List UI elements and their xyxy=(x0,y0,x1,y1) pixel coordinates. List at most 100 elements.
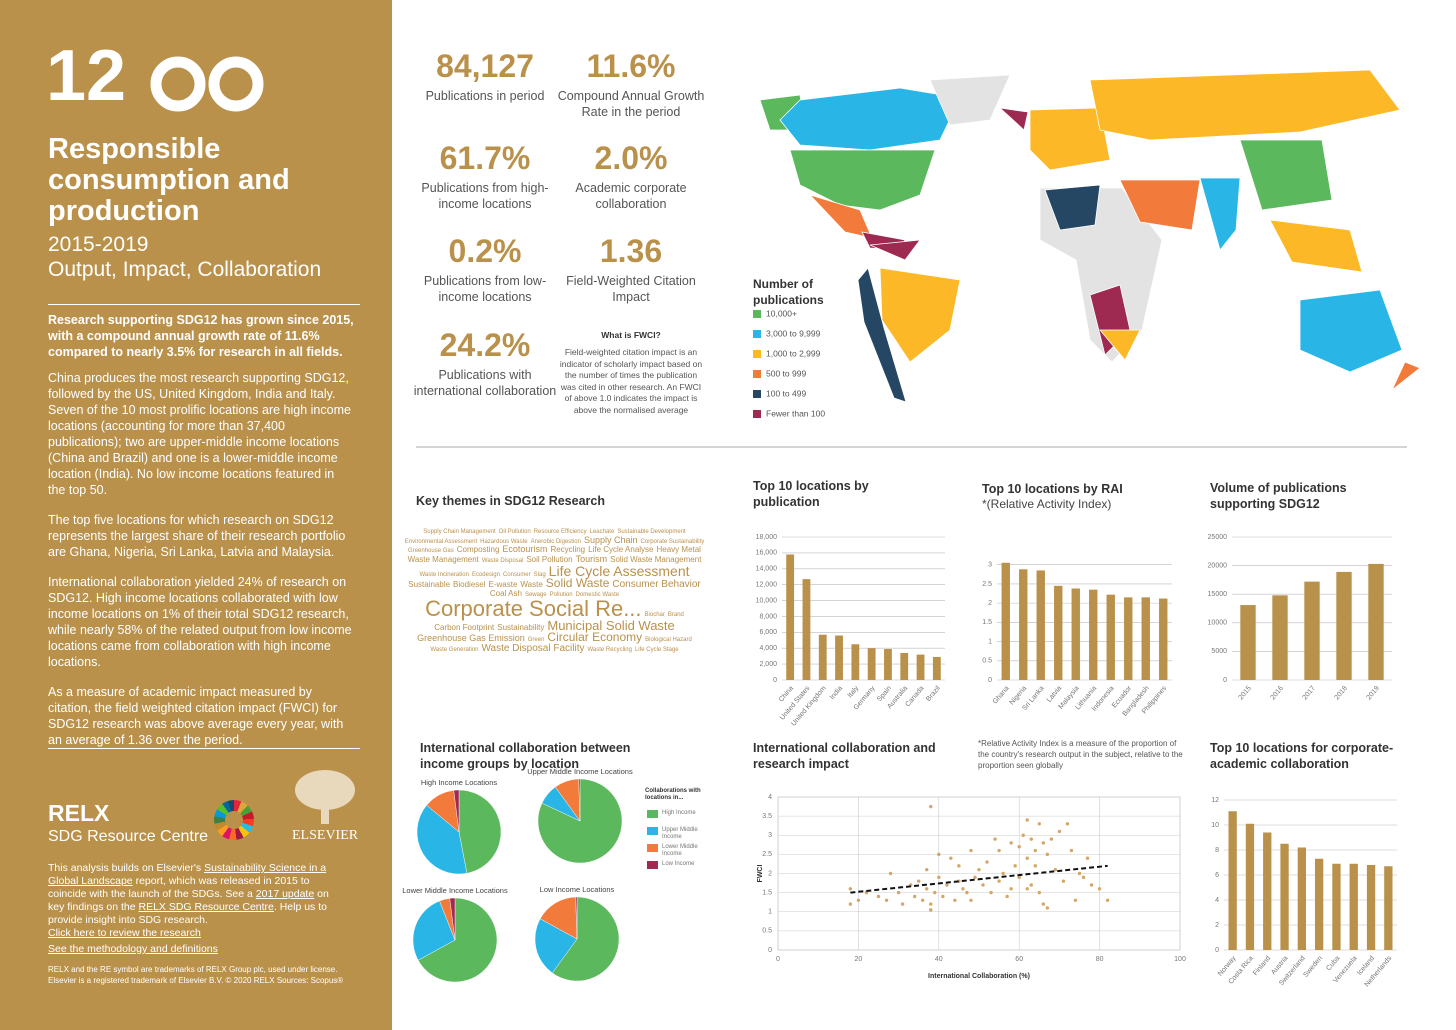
legend-swatch xyxy=(753,370,761,378)
point xyxy=(1089,883,1094,887)
y-tick-label: 12 xyxy=(1211,797,1219,804)
point xyxy=(1041,841,1046,845)
point xyxy=(1041,902,1046,906)
theme-word: Life Cycle Stage xyxy=(634,646,679,653)
point xyxy=(989,890,993,895)
x-tick-label: 2017 xyxy=(1302,685,1317,702)
y-tick-label: 0 xyxy=(988,677,992,684)
link[interactable]: Click here to review the research xyxy=(48,927,201,939)
sidebar: 12 Responsible consumption and productio… xyxy=(0,0,392,1030)
paragraph: As a measure of academic impact measured… xyxy=(48,685,344,747)
point xyxy=(888,871,893,876)
footer-link[interactable]: 2017 update xyxy=(255,888,315,900)
point xyxy=(1085,856,1090,860)
y-tick-label: 1 xyxy=(768,909,772,916)
point xyxy=(848,887,853,891)
point xyxy=(925,887,929,891)
theme-word: Waste Incineration xyxy=(419,571,469,578)
theme-word: Biochar xyxy=(644,611,665,618)
footer-link[interactable]: RELX SDG Resource Centre xyxy=(138,901,274,913)
x-tick-label: Brazil xyxy=(925,685,942,703)
theme-word: Domestic Waste xyxy=(575,591,620,598)
point xyxy=(997,848,1001,853)
y-tick-label: 4 xyxy=(1215,897,1219,904)
country-shape xyxy=(1299,289,1403,373)
bar xyxy=(1366,865,1376,950)
legend-label: Lower Middle Income xyxy=(662,844,698,857)
legend-label: 500 to 999 xyxy=(766,368,806,378)
country-shape xyxy=(857,267,907,403)
bar xyxy=(1272,595,1288,680)
x-tick-label: 40 xyxy=(935,956,943,963)
country-shape xyxy=(869,239,921,261)
chart-title: International collaboration between inco… xyxy=(420,741,631,771)
point xyxy=(1001,871,1005,876)
y-tick-label: 3 xyxy=(988,562,992,569)
bar xyxy=(1245,823,1255,950)
legend-swatch xyxy=(753,310,761,318)
bar xyxy=(802,579,811,680)
point xyxy=(1037,822,1042,826)
chart-title: Top 10 locations for corporate-academic … xyxy=(1210,741,1394,771)
point xyxy=(1013,864,1017,868)
theme-word: Recycling xyxy=(550,545,586,555)
y-tick-label: 6,000 xyxy=(759,629,777,636)
point xyxy=(929,902,933,906)
point xyxy=(965,890,969,895)
country-shape xyxy=(929,74,1011,126)
country-shape xyxy=(1391,361,1421,391)
stat-label: Academic corporate collaboration xyxy=(575,181,687,211)
y-tick-label: 8,000 xyxy=(759,613,777,620)
stat-label: Field-Weighted Citation Impact xyxy=(566,274,696,304)
bar xyxy=(1280,843,1289,950)
country-shape xyxy=(879,267,961,363)
point xyxy=(993,837,997,841)
theme-word: Greenhouse Gas xyxy=(408,548,454,555)
legal: RELX and the RE symbol are trademarks of… xyxy=(48,965,344,985)
y-tick-label: 14,000 xyxy=(756,566,778,573)
point xyxy=(953,898,957,902)
theme-word: Waste xyxy=(520,580,543,590)
y-tick-label: 8 xyxy=(1215,847,1219,854)
link[interactable]: See the methodology and definitions xyxy=(48,943,218,955)
theme-word: Composting xyxy=(456,545,500,555)
elsevier-tree xyxy=(295,770,355,824)
y-tick-label: 1.5 xyxy=(982,619,992,626)
subtitle: Output, Impact, Collaboration xyxy=(48,258,322,281)
bar xyxy=(818,634,827,680)
pie-title: High Income Locations xyxy=(421,778,498,787)
point xyxy=(929,804,933,809)
point xyxy=(925,867,929,872)
point xyxy=(961,887,965,891)
theme-word: Waste Management xyxy=(407,555,479,565)
paragraphs: China produces the most research support… xyxy=(48,370,353,762)
theme-word: Sewage xyxy=(524,591,547,598)
point xyxy=(1025,856,1029,860)
legend-swatch xyxy=(647,844,658,852)
chart-title: Top 10 locations by RAI xyxy=(982,482,1123,496)
y-tick-label: 3 xyxy=(768,832,772,839)
theme-word: Hazardous Waste xyxy=(480,538,528,545)
theme-word: Life Cycle Analyse xyxy=(588,545,654,555)
pie-slice xyxy=(552,896,620,982)
point xyxy=(912,894,917,899)
y-tick-label: 12,000 xyxy=(756,582,778,589)
y-tick-label: 0 xyxy=(1223,677,1227,684)
x-tick-label: Sweden xyxy=(1302,955,1324,979)
theme-word: Solid Waste xyxy=(545,576,610,591)
divider xyxy=(48,304,360,305)
footer-link[interactable]: Sustainability Science in a Global Lands… xyxy=(48,862,327,887)
country-shape xyxy=(1269,219,1363,273)
bar xyxy=(1314,858,1324,950)
paragraph: China produces the most research support… xyxy=(48,371,351,497)
bar xyxy=(1089,589,1098,680)
bar xyxy=(867,648,876,680)
theme-word: Leachate xyxy=(589,529,615,535)
y-tick-label: 2.5 xyxy=(762,851,772,858)
y-tick-label: 2 xyxy=(988,600,992,607)
pie-title: Lower Middle Income Locations xyxy=(402,886,508,895)
x-tick-label: 2016 xyxy=(1270,685,1285,702)
stat-value: 61.7% xyxy=(439,140,531,176)
point xyxy=(1061,879,1066,883)
